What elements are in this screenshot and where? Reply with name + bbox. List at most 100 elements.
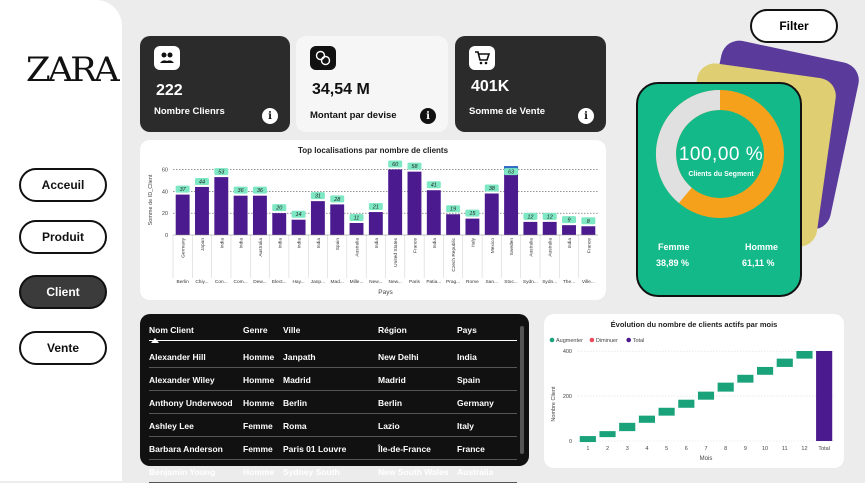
country-label: Spain [335,238,341,251]
bar [252,195,267,235]
country-label: Japan [200,238,206,251]
table-row[interactable]: Alexander Hill Homme Janpath New Delhi India [149,345,517,368]
increase-bar [757,366,774,375]
nav-vente-button[interactable]: Vente [19,331,107,365]
legend-label: Augmenter [556,338,583,344]
city-tick-label: Elect... [272,279,287,285]
table-row[interactable]: Alexander Wiley Homme Madrid Madrid Spain [149,368,517,391]
x-axis-label: Pays [378,289,393,296]
data-label-bg [194,177,209,185]
kpi-value-clients: 222 [156,82,183,99]
legend-marker [549,337,555,343]
city-tick-label: Patia... [426,279,441,285]
table-cell: Homme [243,398,275,408]
kpi-card-montant: 34,54 M Montant par devise i [296,36,448,132]
data-label-bg [291,210,306,218]
data-label: 15 [469,211,476,217]
data-label: 9 [567,218,570,224]
col-header-pays[interactable]: Pays [457,325,477,335]
x-tick-label: 3 [626,446,629,452]
y-tick-label: 200 [563,394,572,400]
data-label: 14 [296,212,302,218]
city-tick-label: Mille... [350,279,364,285]
y-axis-label: Nombre Client [551,386,557,422]
monthly-clients-waterfall-chart: Augmenter Diminuer Total 0 200 400 Nombre Clie… [549,337,834,462]
segment-donut-chart [656,90,784,218]
info-icon[interactable]: i [262,108,278,124]
increase-bar [658,407,675,416]
table-cell: India [457,352,477,362]
info-icon[interactable]: i [420,108,436,124]
table-cell: Ashley Lee [149,421,194,431]
country-label: Australia [548,238,554,257]
data-label-bg [233,186,248,194]
table-cell: Madrid [283,375,311,385]
city-tick-label: Ville... [582,279,595,285]
bar [349,222,364,235]
table-cell: Italy [457,421,475,431]
city-tick-label: Stoc... [504,279,518,285]
increase-bar [717,382,734,392]
nav-client-button[interactable]: Client [19,275,107,309]
bar [426,190,441,235]
sort-ascending-icon[interactable] [151,338,159,343]
country-label: India [567,238,573,249]
data-label-bg [446,205,461,213]
nav-produit-button[interactable]: Produit [19,220,107,254]
segment-card: 100,00 % Clients du Segment Femme 38,89 … [636,82,802,297]
y-tick-label: 0 [569,439,572,445]
table-cell: Anthony Underwood [149,398,233,408]
data-label-bg [330,195,345,203]
col-header-nom[interactable]: Nom Client [149,325,194,335]
table-row[interactable]: Ashley Lee Femme Roma Lazio Italy [149,414,517,437]
bar [446,214,461,235]
data-label-bg [465,209,480,217]
data-label-bg [252,186,267,194]
table-cell: Madrid [378,375,406,385]
data-label-bg [388,160,403,168]
table-cell: Australia [457,467,494,477]
col-header-genre[interactable]: Genre [243,325,268,335]
table-row[interactable]: Anthony Underwood Homme Berlin Berlin German… [149,391,517,414]
table-cell: Alexander Wiley [149,375,215,385]
bar [484,193,499,235]
table-cell: Berlin [378,398,403,408]
bar [581,226,596,235]
data-label: 36 [257,188,264,194]
x-tick-label: 4 [645,446,648,452]
x-tick-label: 5 [665,446,668,452]
city-tick-label: Rome [466,279,479,285]
filter-button[interactable]: Filter [750,9,838,43]
kpi-label-clients: Nombre Clienrs [154,106,225,117]
data-label: 63 [508,170,515,176]
segment-label: Clients du Segment [688,171,754,178]
city-tick-label: New... [388,279,401,285]
bar [368,212,383,235]
data-label: 53 [218,170,225,176]
bar [175,194,190,235]
data-label-bg [349,213,364,221]
bar [562,225,576,235]
country-label: Sweden [509,238,515,256]
city-tick-label: Com... [234,279,248,285]
y-tick-label: 60 [162,167,168,173]
y-tick-label: 40 [162,189,168,195]
info-icon[interactable]: i [578,108,594,124]
female-value: 38,89 % [656,258,690,268]
city-tick-label: The... [563,279,575,285]
country-label: India [277,238,283,249]
country-label: United States [393,237,399,266]
table-row[interactable]: Barbara Anderson Femme Paris 01 Louvre Île-… [149,437,517,460]
table-cell: Spain [457,375,481,385]
nav-acceuil-button[interactable]: Acceuil [19,168,107,202]
x-tick-label: 1 [586,446,589,452]
col-header-ville[interactable]: Ville [283,325,301,335]
city-tick-label: New... [369,279,382,285]
table-cell: Homme [243,375,275,385]
col-header-region[interactable]: Région [378,325,407,335]
data-label-bg [484,184,499,192]
x-tick-label: 11 [782,446,788,452]
table-row[interactable]: Benjamin Young Homme Sydney South New South… [149,460,517,483]
table-scrollbar[interactable] [520,326,524,454]
country-label: France [586,238,592,253]
